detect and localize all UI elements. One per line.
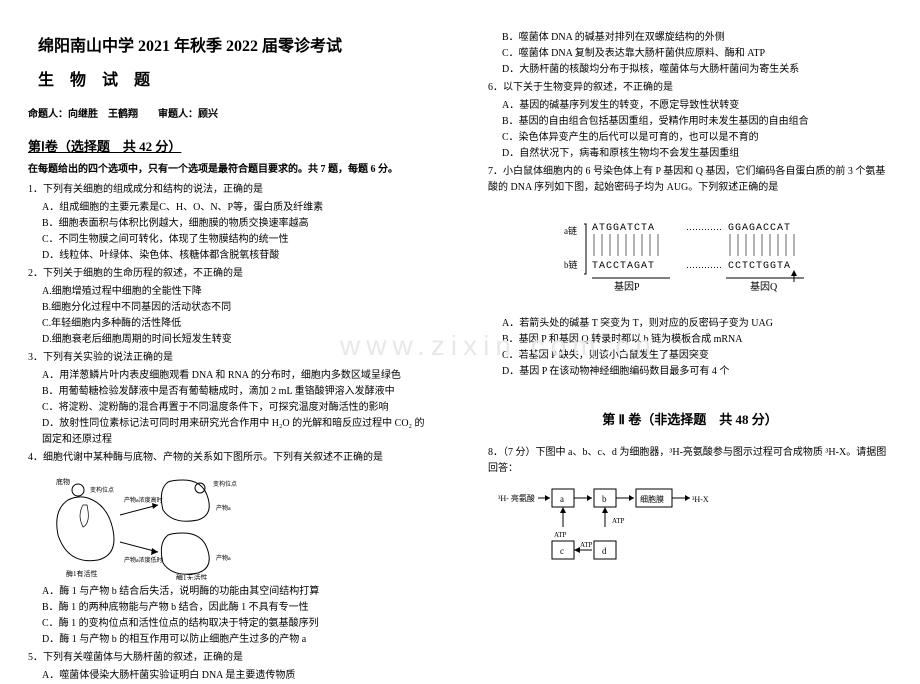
- q2-a: A.细胞增殖过程中细胞的全能性下降: [42, 284, 432, 300]
- q3-b: B．用葡萄糖检验发酵液中是否有葡萄糖成时，滴加 2 mL 重铬酸钾溶入发酵液中: [42, 384, 432, 400]
- q1-stem: 1．下列有关细胞的组成成分和结构的说法，正确的是: [28, 182, 432, 198]
- q4-c: C．酶 1 的变构位点和活性位点的结构取决于特定的氨基酸序列: [42, 616, 432, 632]
- q4-a: A．酶 1 与产物 b 结合后失活，说明酶的功能由其空间结构打算: [42, 584, 432, 600]
- q2-stem: 2．下列关于细胞的生命历程的叙述，不正确的是: [28, 266, 432, 282]
- q5-a: A．噬菌体侵染大肠杆菌实验证明白 DNA 是主要遗传物质: [42, 668, 432, 684]
- q7-c: C．若基因 P 缺失，则该小白鼠发生了基因突变: [502, 348, 892, 364]
- q5-b: B．噬菌体 DNA 的碱基对排列在双螺旋结构的外侧: [502, 30, 892, 46]
- left-column: 绵阳南山中学 2021 年秋季 2022 届零诊考试 生 物 试 题 命题人：向…: [0, 0, 460, 651]
- fig4-prod-low: 产物a浓度低时: [124, 556, 163, 564]
- fig7-dots2: …………: [686, 260, 722, 270]
- fig7-a-label: a链: [564, 225, 577, 236]
- q7-b: B．基因 P 和基因 Q 转录时都以 b 链为模板合成 mRNA: [502, 332, 892, 348]
- fig4-prod-a2: 产物a: [216, 554, 231, 562]
- fig4-active: 酶1有活性: [66, 569, 98, 578]
- fig7-dots1: …………: [686, 222, 722, 232]
- fig7-gene-p: 基因P: [614, 280, 640, 293]
- fig8-atp2: ATP: [612, 517, 625, 525]
- q5-stem: 5．下列有关噬菌体与大肠杆菌的叙述，正确的是: [28, 650, 432, 666]
- q1-c: C．不同生物膜之间可转化，体现了生物膜结构的统一性: [42, 232, 432, 248]
- q1-b: B．细胞表面积与体积比例越大，细胞膜的物质交换速率越高: [42, 216, 432, 232]
- q4-b: B．酶 1 的两种底物能与产物 b 结合，因此酶 1 不具有专一性: [42, 600, 432, 616]
- fig8-d: d: [602, 546, 607, 556]
- fig8-atp3: ATP: [580, 541, 593, 549]
- right-column: B．噬菌体 DNA 的碱基对排列在双螺旋结构的外侧 C．噬菌体 DNA 复制及表…: [460, 0, 920, 651]
- authors-line: 命题人：向继胜 王鹤翔 审题人：顾兴: [28, 107, 432, 123]
- q7-figure: a链 b链 ATGGATCTA ………… GGAGACCAT TACCTAGAT: [560, 206, 820, 306]
- q6-stem: 6．以下关于生物变异的叙述，不正确的是: [488, 80, 892, 96]
- q3-a: A．用洋葱鳞片叶内表皮细胞观看 DNA 和 RNA 的分布时，细胞内多数区域呈绿…: [42, 368, 432, 384]
- exam-title: 绵阳南山中学 2021 年秋季 2022 届零诊考试: [38, 34, 432, 60]
- q8-stem: 8．（7 分）下图中 a、b、c、d 为细胞器，³H-亮氨酸参与图示过程可合成物…: [488, 445, 892, 477]
- fig4-substrate: 底物: [56, 477, 70, 486]
- fig4-prod-a1: 产物a: [216, 504, 231, 512]
- section1-instruction: 在每题给出的四个选项中，只有一个选项是最符合题目要求的。共 7 题，每题 6 分…: [28, 162, 432, 178]
- q5-d: D．大肠杆菌的核酸均分布于拟核，噬菌体与大肠杆菌间为寄生关系: [502, 62, 892, 78]
- fig7-b-r: CCTCTGGTA: [728, 261, 791, 272]
- q3-stem: 3．下列有关实验的说法正确的是: [28, 350, 432, 366]
- fig4-site-l: 变构位点: [90, 486, 114, 494]
- fig7-b-l: TACCTAGAT: [592, 261, 655, 272]
- fig8-a: a: [560, 494, 564, 504]
- fig8-c: c: [560, 546, 564, 556]
- q6-d: D．自然状况下，病毒和原核生物均不会发生基因重组: [502, 146, 892, 162]
- fig7-gene-q: 基因Q: [750, 280, 778, 293]
- fig7-b-label: b链: [564, 259, 578, 270]
- fig8-atp1: ATP: [554, 531, 567, 539]
- q3-c: C．将淀粉、淀粉酶的混合再置于不同温度条件下，可探究温度对酶活性的影响: [42, 400, 432, 416]
- fig7-a-l: ATGGATCTA: [592, 223, 655, 234]
- section1-heading: 第Ⅰ卷（选择题 共 42 分）: [28, 137, 432, 158]
- q4-stem: 4．细胞代谢中某种酶与底物、产物的关系如下图所示。下列有关叙述不正确的是: [28, 450, 432, 466]
- q2-d: D.细胞衰老后细胞周期的时间长短发生转变: [42, 332, 432, 348]
- q2-b: B.细胞分化过程中不同基因的活动状态不同: [42, 300, 432, 316]
- q6-a: A．基因的碱基序列发生的转变，不愿定导致性状转变: [502, 98, 892, 114]
- q6-b: B．基因的自由组合包括基因重组，受精作用时未发生基因的自由组合: [502, 114, 892, 130]
- fig8-b: b: [602, 494, 607, 504]
- q4-figure: 底物 变构位点 产物a浓度高时 产物a浓度低时 变构位点 产物a 酶1无活性 酶…: [48, 470, 248, 580]
- fig4-site-r: 变构位点: [213, 480, 237, 488]
- q7-d: D．基因 P 在该动物神经细胞编码数目最多可有 4 个: [502, 364, 892, 380]
- section2-heading: 第 Ⅱ 卷（非选择题 共 48 分）: [488, 410, 892, 431]
- q7-a: A．若箭头处的碱基 T 突变为 T，则对应的反密码子变为 UAG: [502, 316, 892, 332]
- q1-d: D．线粒体、叶绿体、染色体、核糖体都含脱氧核苷酸: [42, 248, 432, 264]
- fig4-prod-high: 产物a浓度高时: [124, 496, 163, 504]
- q2-c: C.年轻细胞内多种酶的活性降低: [42, 316, 432, 332]
- q4-d: D．酶 1 与产物 b 的相互作用可以防止细胞产生过多的产物 a: [42, 632, 432, 648]
- q1-a: A．组成细胞的主要元素是C、H、O、N、P等，蛋白质及纤维素: [42, 200, 432, 216]
- q6-c: C．染色体异变产生的后代可以是可育的，也可以是不育的: [502, 130, 892, 146]
- fig7-a-r: GGAGACCAT: [728, 223, 791, 234]
- q8-figure: ³H- 亮氨酸 a b 细胞膜 ³H-X ATP ATP c ATP d: [498, 483, 718, 573]
- q3-d: D．放射性同位素标记法可同时用来研究光合作用中 H₂O 的光解和暗反应过程中 C…: [42, 416, 432, 448]
- q7-stem: 7．小白鼠体细胞内的 6 号染色体上有 P 基因和 Q 基因，它们编码各自蛋白质…: [488, 164, 892, 196]
- page: 绵阳南山中学 2021 年秋季 2022 届零诊考试 生 物 试 题 命题人：向…: [0, 0, 920, 651]
- fig8-membrane: 细胞膜: [640, 494, 664, 504]
- fig8-hx: ³H-X: [692, 495, 709, 504]
- fig8-leu: ³H- 亮氨酸: [498, 493, 535, 503]
- subject-title: 生 物 试 题: [38, 68, 432, 94]
- q5-c: C．噬菌体 DNA 复制及表达靠大肠杆菌供应原料、酶和 ATP: [502, 46, 892, 62]
- fig4-inactive: 酶1无活性: [176, 573, 208, 580]
